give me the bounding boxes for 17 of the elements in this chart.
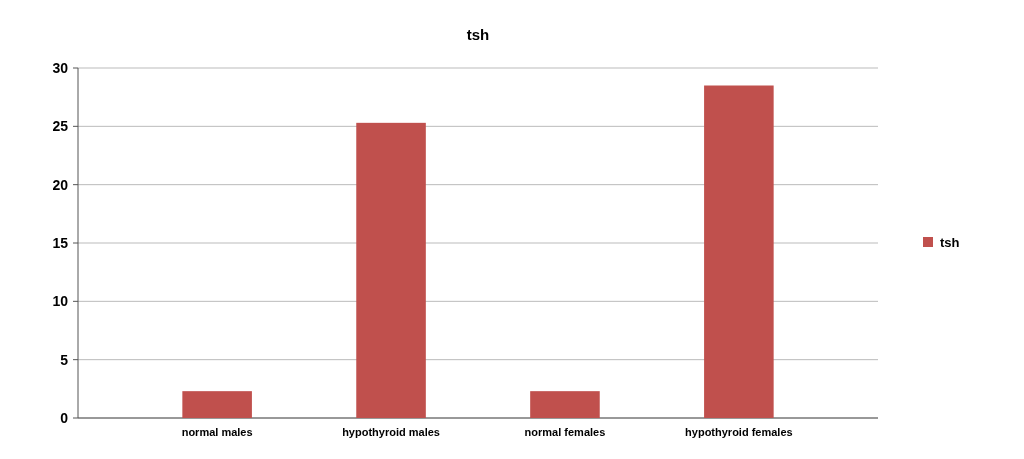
legend-label: tsh [940,234,960,250]
y-tick-label: 20 [52,176,69,193]
chart-title: tsh [466,26,490,43]
x-tick-label: hypothyroid females [685,426,793,438]
y-tick-label: 30 [52,59,69,76]
y-tick-label: 10 [52,293,69,310]
x-tick-label: normal females [524,426,606,438]
bar [530,391,600,418]
y-tick-label: 25 [52,118,69,135]
x-tick-label: hypothyroid males [342,426,440,438]
bar [704,85,774,418]
bar [182,391,252,418]
y-tick-label: 0 [60,409,69,426]
bar [356,122,426,418]
y-tick-label: 5 [60,351,69,368]
y-tick-label: 15 [52,234,69,251]
x-tick-label: normal males [181,426,253,438]
